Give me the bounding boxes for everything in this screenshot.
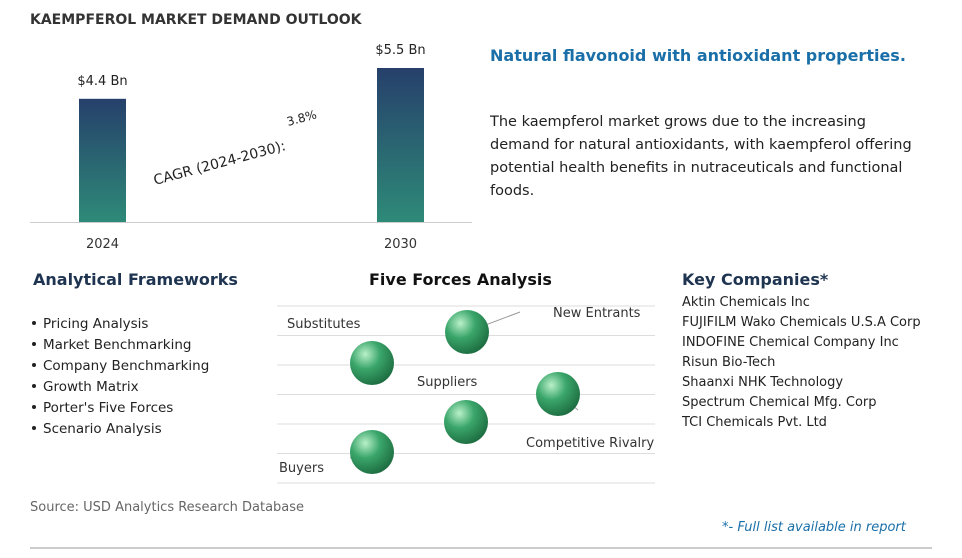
list-item: Company Benchmarking [30,356,209,377]
item-text: Risun Bio-Tech [682,355,776,370]
companies-list: Aktin Chemicals Inc FUJIFILM Wako Chemica… [682,293,921,433]
force-label: Substitutes [287,317,361,332]
value-label: $4.4 Bn [77,74,127,89]
force-label: Suppliers [417,375,478,390]
value-label: $5.5 Bn [375,43,425,58]
item-text: Spectrum Chemical Mfg. Corp [682,395,877,410]
force-bubble [536,372,580,416]
list-item: Porter's Five Forces [30,398,209,419]
list-item: Pricing Analysis [30,314,209,335]
bullet [32,362,36,367]
item-text: Market Benchmarking [43,337,192,353]
bar [79,98,126,222]
item-text: Shaanxi NHK Technology [682,375,844,390]
force-label: Competitive Rivalry [526,436,654,451]
force-bubble [350,430,394,474]
chart-title: KAEMPFEROL MARKET DEMAND OUTLOOK [30,12,362,28]
force-label: New Entrants [553,306,641,321]
list-item: Aktin Chemicals Inc [682,293,921,313]
list-item: INDOFINE Chemical Company Inc [682,333,921,353]
force-bubble [445,310,489,354]
companies-title: Key Companies* [682,270,829,289]
category-label: 2030 [384,237,417,252]
list-item: Market Benchmarking [30,335,209,356]
item-text: Company Benchmarking [43,358,210,374]
cagr-label: CAGR (2024-2030): [152,138,288,189]
source: Source: USD Analytics Research Database [30,500,305,515]
item-text: Growth Matrix [43,379,139,395]
force-bubble [350,341,394,385]
force-bubble [444,400,488,444]
list-item: Scenario Analysis [30,419,209,440]
list-item: Risun Bio-Tech [682,353,921,373]
item-text: Scenario Analysis [43,421,162,437]
list-item: Shaanxi NHK Technology [682,373,921,393]
forces-title: Five Forces Analysis [369,270,552,289]
bullet [32,404,36,409]
bar [377,68,424,222]
force-label: Buyers [279,461,324,476]
item-text: Aktin Chemicals Inc [682,295,810,310]
bullet [32,341,36,346]
footnote: *- Full list available in report [722,520,906,535]
list-item: Spectrum Chemical Mfg. Corp [682,393,921,413]
list-item: FUJIFILM Wako Chemicals U.S.A Corp [682,313,921,333]
list-item: Growth Matrix [30,377,209,398]
frameworks-title: Analytical Frameworks [33,270,238,289]
category-label: 2024 [86,237,119,252]
item-text: INDOFINE Chemical Company Inc [682,335,899,350]
item-text: FUJIFILM Wako Chemicals U.S.A Corp [682,315,921,330]
item-text: Pricing Analysis [43,316,149,332]
frameworks-list: Pricing Analysis Market Benchmarking Compa… [30,314,209,440]
bullet [32,320,36,325]
cagr-value: 3.8% [285,107,318,128]
list-item: TCI Chemicals Pvt. Ltd [682,413,921,433]
item-text: TCI Chemicals Pvt. Ltd [682,415,827,430]
bullet [32,383,36,388]
bullet [32,425,36,430]
summary-text: The kaempferol market grows due to the i… [490,114,912,199]
item-text: Porter's Five Forces [43,400,174,416]
summary-heading: Natural flavonoid with antioxidant prope… [490,46,906,65]
